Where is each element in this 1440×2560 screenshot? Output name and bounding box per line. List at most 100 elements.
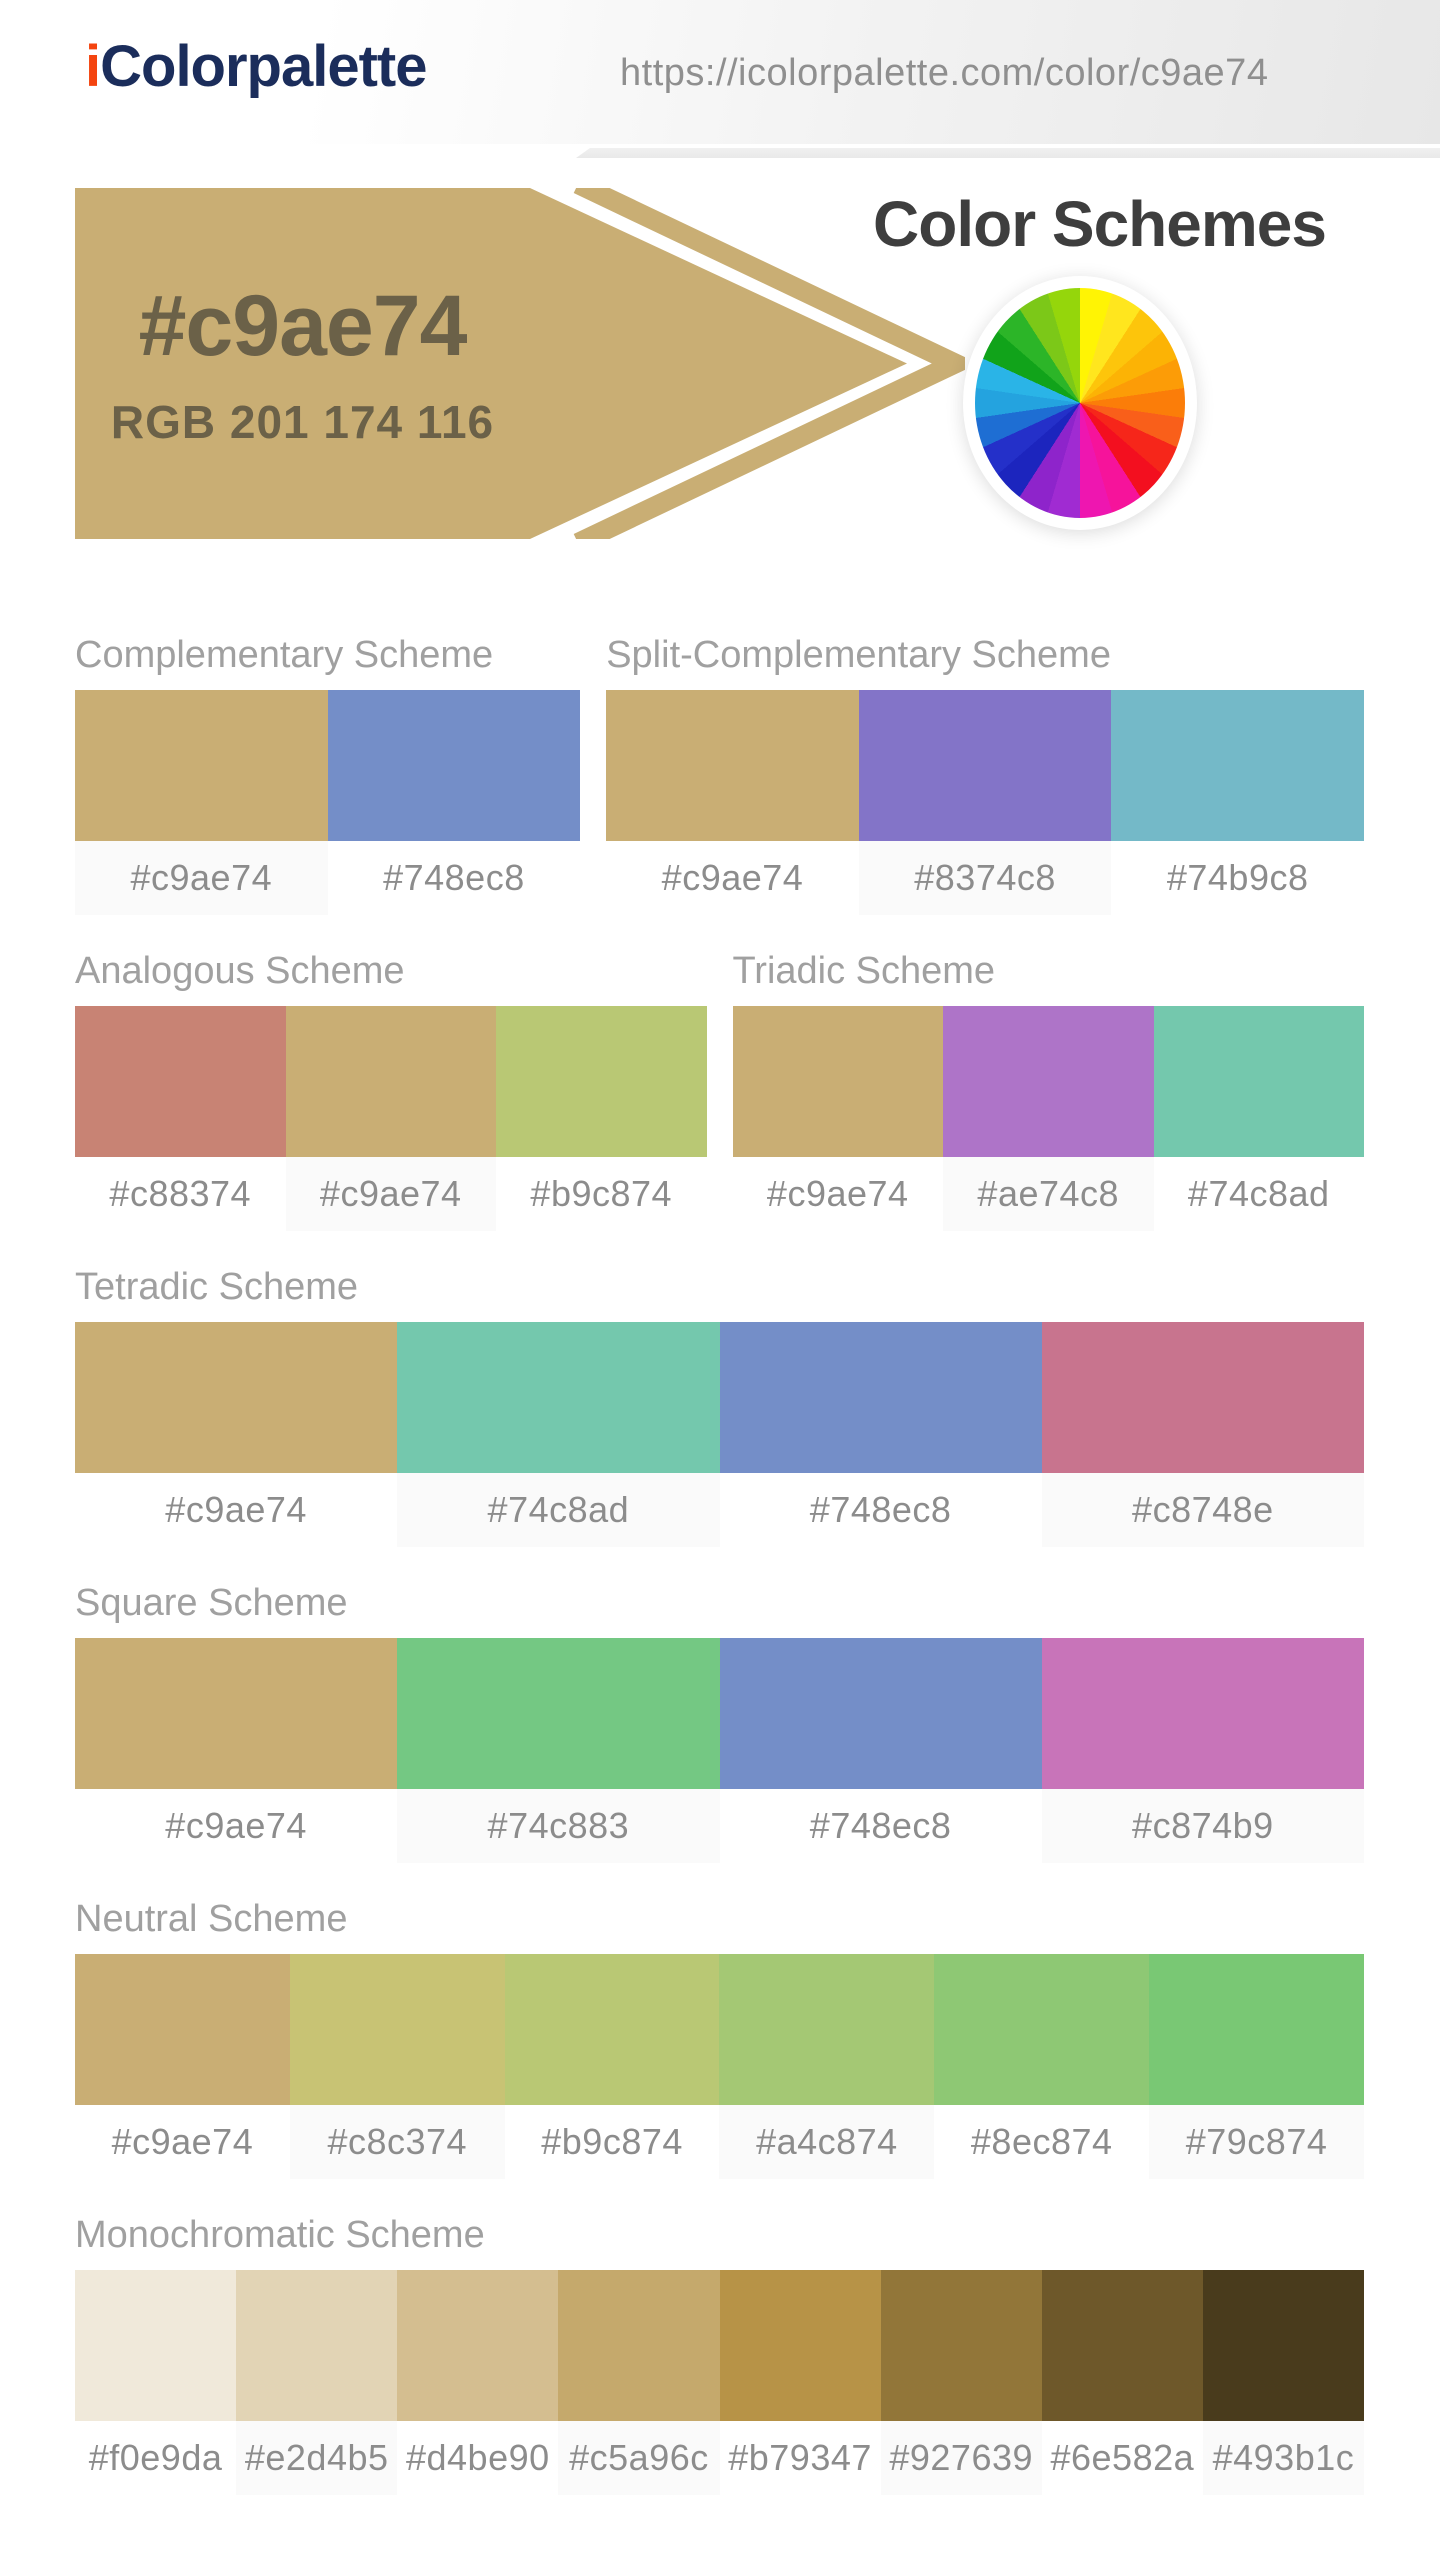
color-swatch[interactable] — [719, 1322, 1042, 1473]
color-swatch[interactable] — [285, 1006, 496, 1157]
color-swatch[interactable] — [75, 2270, 237, 2421]
scheme-section-neutral: Neutral Scheme #c9ae74 #c8c374 #b9c874 #a4c8… — [75, 1896, 1364, 2179]
scheme-row: Monochromatic Scheme #f0e9da #e2d4b5 #d4be9… — [75, 2212, 1364, 2495]
banner-hex-code: #c9ae74 — [138, 277, 468, 374]
swatch-cell: #8374c8 — [858, 690, 1112, 915]
banner-pennant-shape — [75, 188, 907, 539]
color-swatch[interactable] — [75, 1006, 286, 1157]
banner-rgb-value: RGB 201 174 116 — [110, 395, 495, 448]
color-swatch[interactable] — [1041, 1322, 1364, 1473]
color-hex-label[interactable]: #c9ae74 — [606, 841, 859, 915]
color-swatch[interactable] — [934, 1954, 1150, 2105]
color-swatch[interactable] — [75, 690, 328, 841]
color-hex-label[interactable]: #c9ae74 — [732, 1157, 943, 1231]
color-hex-label[interactable]: #c9ae74 — [75, 1789, 398, 1863]
banner-text-block: #c9ae74 RGB 201 174 116 — [75, 188, 530, 539]
color-swatch[interactable] — [719, 1638, 1042, 1789]
color-swatch[interactable] — [289, 1954, 505, 2105]
color-swatch[interactable] — [1041, 1638, 1364, 1789]
color-hex-label[interactable]: #b9c874 — [496, 1157, 707, 1231]
color-swatch[interactable] — [496, 1006, 707, 1157]
color-hex-label[interactable]: #c9ae74 — [75, 2105, 290, 2179]
scheme-section-split-complementary: Split-Complementary Scheme #c9ae74 #8374c8… — [606, 632, 1364, 915]
color-swatch[interactable] — [858, 690, 1112, 841]
swatch-cell: #ae74c8 — [943, 1006, 1154, 1231]
color-hex-label[interactable]: #79c874 — [1149, 2105, 1364, 2179]
color-swatch[interactable] — [732, 1006, 943, 1157]
scheme-title-complementary: Complementary Scheme — [75, 634, 494, 676]
color-hex-label[interactable]: #c88374 — [75, 1157, 286, 1231]
color-swatch[interactable] — [1111, 690, 1364, 841]
color-hex-label[interactable]: #ae74c8 — [943, 1157, 1154, 1231]
color-swatch[interactable] — [719, 2270, 881, 2421]
color-hex-label[interactable]: #c874b9 — [1041, 1789, 1364, 1863]
color-hex-label[interactable]: #748ec8 — [719, 1789, 1042, 1863]
color-hex-label[interactable]: #c9ae74 — [75, 1473, 398, 1547]
color-hex-label[interactable]: #8ec874 — [934, 2105, 1150, 2179]
color-swatch[interactable] — [75, 1322, 398, 1473]
site-logo[interactable]: iColorpalette — [85, 38, 428, 96]
color-swatch[interactable] — [75, 1638, 398, 1789]
swatch-cell: #c9ae74 — [285, 1006, 496, 1231]
swatch-cell: #b9c874 — [504, 1954, 720, 2179]
swatch-cell: #a4c874 — [719, 1954, 935, 2179]
color-hex-label[interactable]: #74c883 — [397, 1789, 720, 1863]
color-hex-label[interactable]: #748ec8 — [327, 841, 581, 915]
color-swatch[interactable] — [558, 2270, 720, 2421]
color-hex-label[interactable]: #a4c874 — [719, 2105, 935, 2179]
swatch-cell: #74c8ad — [397, 1322, 720, 1547]
color-swatch[interactable] — [1202, 2270, 1364, 2421]
color-swatch[interactable] — [1041, 2270, 1203, 2421]
color-swatch[interactable] — [397, 1322, 720, 1473]
color-hex-label[interactable]: #8374c8 — [858, 841, 1112, 915]
color-swatch[interactable] — [1153, 1006, 1364, 1157]
color-swatch[interactable] — [1149, 1954, 1364, 2105]
swatch-cell: #493b1c — [1202, 2270, 1364, 2495]
color-hex-label[interactable]: #c8748e — [1041, 1473, 1364, 1547]
scheme-title-neutral: Neutral Scheme — [75, 1898, 348, 1940]
color-hex-label[interactable]: #d4be90 — [397, 2421, 559, 2495]
color-swatch[interactable] — [880, 2270, 1042, 2421]
banner-arrow-graphic — [75, 188, 965, 539]
swatch-cell: #f0e9da — [75, 2270, 237, 2495]
swatch-cell: #927639 — [880, 2270, 1042, 2495]
color-hex-label[interactable]: #b79347 — [719, 2421, 881, 2495]
scheme-swatch-strip: #c9ae74 #8374c8 #74b9c8 — [606, 690, 1364, 915]
color-swatch[interactable] — [75, 1954, 290, 2105]
color-hex-label[interactable]: #74c8ad — [397, 1473, 720, 1547]
scheme-swatch-strip: #c88374 #c9ae74 #b9c874 — [75, 1006, 707, 1231]
swatch-cell: #c9ae74 — [75, 1954, 290, 2179]
scheme-section-tetradic: Tetradic Scheme #c9ae74 #74c8ad #748ec8 #c87… — [75, 1264, 1364, 1547]
color-hex-label[interactable]: #c9ae74 — [75, 841, 328, 915]
color-hex-label[interactable]: #6e582a — [1041, 2421, 1203, 2495]
color-swatch[interactable] — [719, 1954, 935, 2105]
color-swatch[interactable] — [606, 690, 859, 841]
color-swatch[interactable] — [236, 2270, 398, 2421]
color-hex-label[interactable]: #493b1c — [1202, 2421, 1364, 2495]
swatch-cell: #b79347 — [719, 2270, 881, 2495]
color-swatch[interactable] — [504, 1954, 720, 2105]
color-hex-label[interactable]: #74b9c8 — [1111, 841, 1364, 915]
color-hex-label[interactable]: #c9ae74 — [285, 1157, 496, 1231]
color-swatch[interactable] — [943, 1006, 1154, 1157]
color-hex-label[interactable]: #f0e9da — [75, 2421, 237, 2495]
color-hex-label[interactable]: #748ec8 — [719, 1473, 1042, 1547]
scheme-title-split-complementary: Split-Complementary Scheme — [606, 634, 1111, 676]
color-swatch[interactable] — [397, 1638, 720, 1789]
color-swatch[interactable] — [327, 690, 581, 841]
color-hex-label[interactable]: #b9c874 — [504, 2105, 720, 2179]
color-hex-label[interactable]: #e2d4b5 — [236, 2421, 398, 2495]
scheme-section-square: Square Scheme #c9ae74 #74c883 #748ec8 #c874b… — [75, 1580, 1364, 1863]
color-hex-label[interactable]: #74c8ad — [1153, 1157, 1364, 1231]
scheme-section-analogous: Analogous Scheme #c88374 #c9ae74 #b9c874 — [75, 948, 707, 1231]
scheme-title-square: Square Scheme — [75, 1582, 348, 1624]
scheme-swatch-strip: #c9ae74 #ae74c8 #74c8ad — [732, 1006, 1364, 1231]
color-hex-label[interactable]: #927639 — [880, 2421, 1042, 2495]
color-hex-label[interactable]: #c5a96c — [558, 2421, 720, 2495]
swatch-cell: #c9ae74 — [732, 1006, 943, 1231]
color-swatch[interactable] — [397, 2270, 559, 2421]
scheme-rows: Complementary Scheme #c9ae74 #748ec8 Split-… — [0, 632, 1440, 2495]
scheme-title-monochromatic: Monochromatic Scheme — [75, 2214, 485, 2256]
color-hex-label[interactable]: #c8c374 — [289, 2105, 505, 2179]
logo-wordmark: Colorpalette — [100, 34, 427, 99]
